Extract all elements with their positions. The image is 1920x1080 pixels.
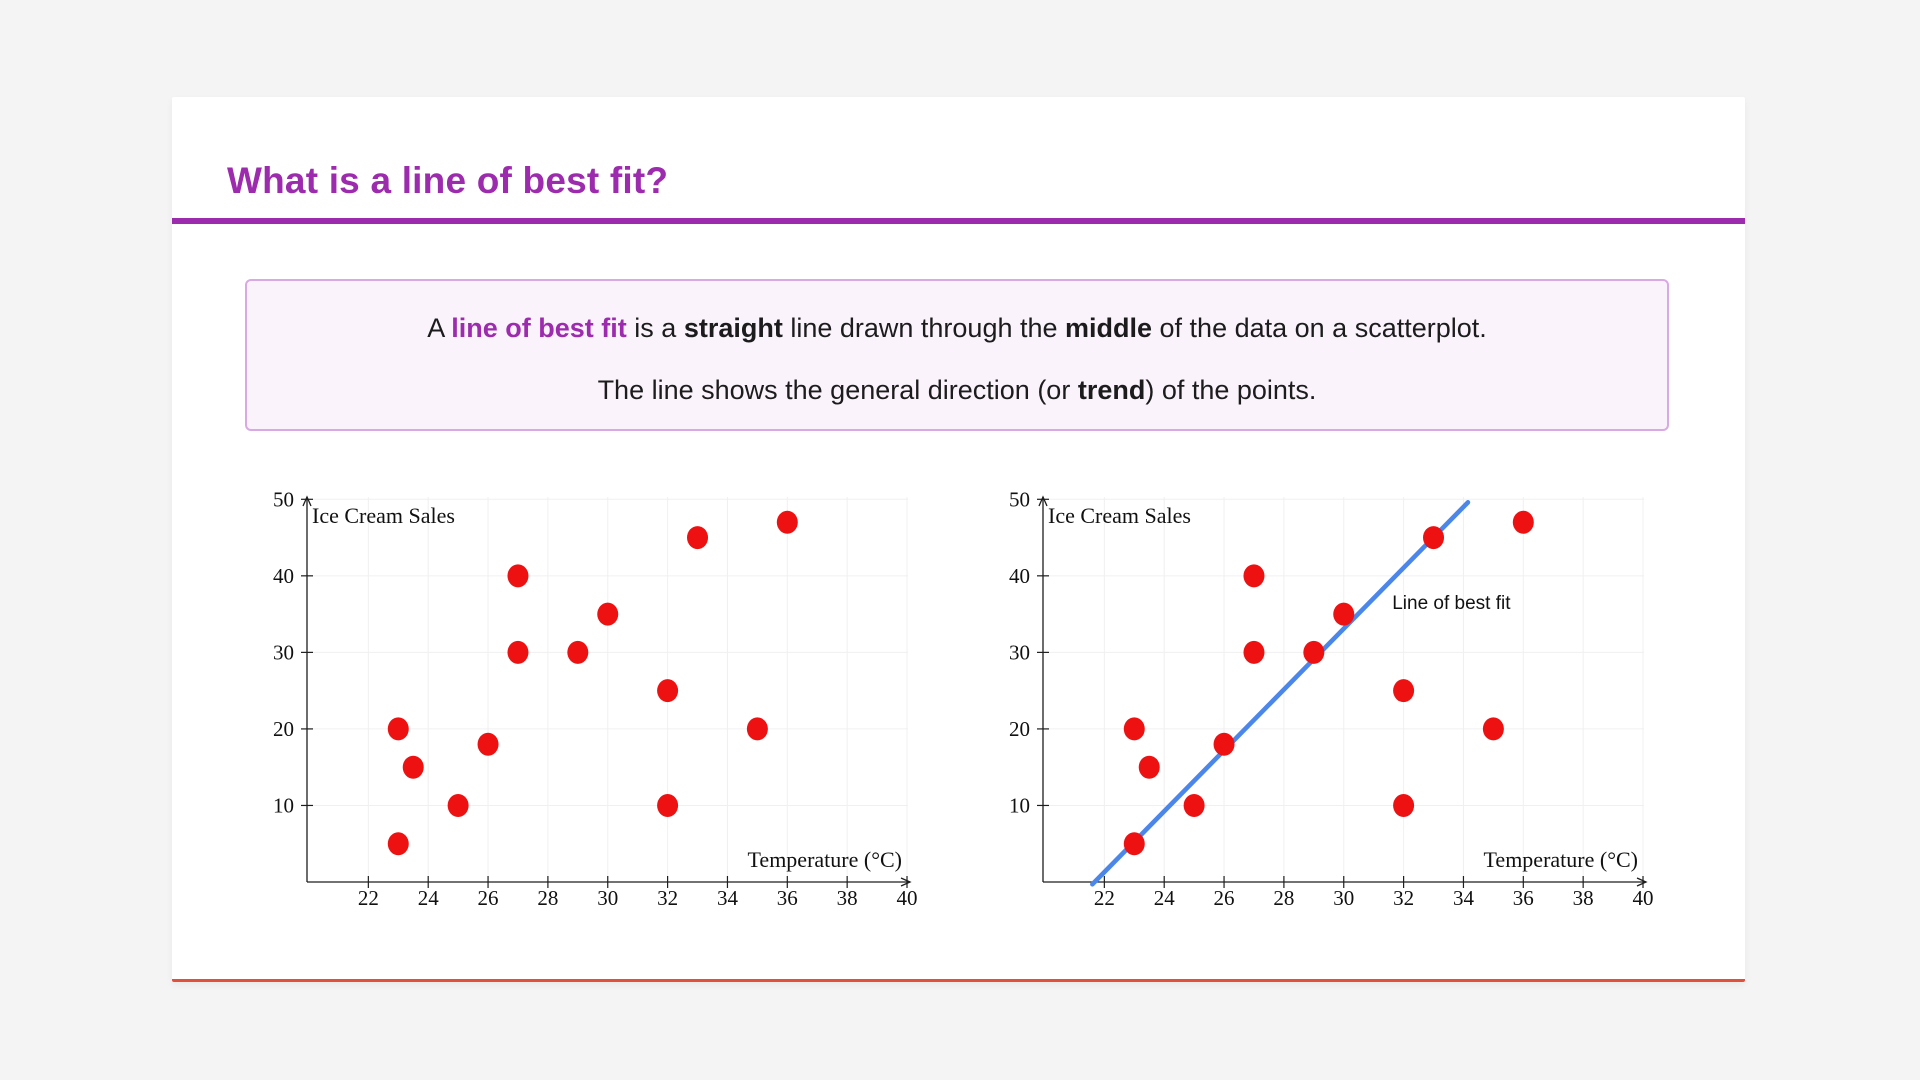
x-tick-label: 32 — [657, 886, 678, 910]
trend-line — [1090, 500, 1471, 887]
body-text: of the data on a scatterplot. — [1152, 313, 1487, 343]
x-tick-label: 34 — [717, 886, 739, 910]
x-tick-label: 40 — [897, 886, 918, 910]
y-tick-label: 20 — [273, 717, 294, 741]
body-text: ) of the points. — [1145, 375, 1317, 405]
x-tick-label: 24 — [1154, 886, 1176, 910]
data-point — [1303, 640, 1325, 664]
data-point — [1393, 793, 1415, 817]
y-tick-label: 50 — [1009, 487, 1030, 511]
title-divider — [172, 218, 1745, 224]
data-point — [387, 832, 409, 856]
y-axis-title: Ice Cream Sales — [312, 503, 455, 528]
emphasis-text: straight — [683, 313, 783, 343]
x-tick-label: 26 — [1214, 886, 1235, 910]
definition-box: A line of best fit is a straight line dr… — [245, 279, 1669, 431]
x-tick-label: 30 — [1333, 886, 1354, 910]
data-point — [657, 793, 679, 817]
x-tick-label: 22 — [358, 886, 379, 910]
data-point — [387, 717, 409, 741]
x-tick-label: 34 — [1453, 886, 1475, 910]
y-tick-label: 50 — [273, 487, 294, 511]
body-text: A — [427, 313, 452, 343]
data-point — [1423, 526, 1445, 550]
page-title: What is a line of best fit? — [227, 159, 669, 201]
data-point — [477, 732, 499, 756]
scatterplot-without-line: 22 24 26 28 30 32 34 36 38 40 10 20 30 40 50 Ice Cream … — [273, 487, 918, 910]
data-point — [1512, 510, 1534, 534]
data-point — [1183, 793, 1205, 817]
data-point — [1333, 602, 1355, 626]
data-point — [1213, 732, 1235, 756]
data-point — [776, 510, 798, 534]
data-point — [507, 564, 529, 588]
scatterplot-with-line-of-best-fit: 22 24 26 28 30 32 34 36 38 40 10 20 30 40 50 Ice Cream … — [1009, 487, 1654, 910]
body-text: line drawn through the — [782, 313, 1066, 343]
body-text: is a — [626, 313, 684, 343]
data-point — [1243, 564, 1265, 588]
emphasis-text: middle — [1065, 313, 1153, 343]
x-axis-arrow-icon — [900, 877, 912, 887]
x-axis-title: Temperature (°C) — [748, 847, 902, 872]
x-tick-label: 36 — [777, 886, 798, 910]
y-axis-arrow-icon — [302, 495, 312, 507]
data-point — [746, 717, 768, 741]
y-tick-label: 20 — [1009, 717, 1030, 741]
y-tick-label: 10 — [1009, 793, 1030, 817]
x-tick-label: 38 — [837, 886, 858, 910]
body-text: The line shows the general direction (or — [597, 375, 1078, 405]
data-point — [1123, 717, 1145, 741]
data-point — [597, 602, 619, 626]
x-tick-label: 30 — [597, 886, 618, 910]
data-point — [1138, 755, 1160, 779]
y-tick-label: 30 — [273, 640, 294, 664]
y-tick-label: 30 — [1009, 640, 1030, 664]
content-card: What is a line of best fit? A line of be… — [172, 97, 1745, 982]
x-tick-label: 26 — [478, 886, 499, 910]
data-point — [447, 793, 469, 817]
x-tick-label: 28 — [1273, 886, 1294, 910]
x-axis-title: Temperature (°C) — [1484, 847, 1638, 872]
x-tick-label: 40 — [1633, 886, 1654, 910]
data-point — [687, 526, 709, 550]
x-tick-label: 28 — [537, 886, 558, 910]
trend-line-label: Line of best fit — [1392, 593, 1511, 614]
data-point — [1243, 640, 1265, 664]
y-axis-arrow-icon — [1038, 495, 1048, 507]
data-point — [507, 640, 529, 664]
definition-line-2: The line shows the general direction (or… — [598, 372, 1317, 408]
x-tick-label: 36 — [1513, 886, 1534, 910]
data-point — [567, 640, 589, 664]
data-point — [1393, 679, 1415, 703]
data-point — [402, 755, 424, 779]
y-tick-label: 10 — [273, 793, 294, 817]
data-point — [657, 679, 679, 703]
data-point — [1123, 832, 1145, 856]
x-axis-arrow-icon — [1636, 877, 1648, 887]
data-point — [1482, 717, 1504, 741]
x-tick-label: 22 — [1094, 886, 1115, 910]
emphasis-text: line of best fit — [451, 313, 627, 343]
x-tick-label: 38 — [1573, 886, 1594, 910]
x-tick-label: 32 — [1393, 886, 1414, 910]
x-tick-label: 24 — [418, 886, 440, 910]
definition-line-1: A line of best fit is a straight line dr… — [427, 310, 1487, 346]
y-tick-label: 40 — [1009, 564, 1030, 588]
y-axis-title: Ice Cream Sales — [1048, 503, 1191, 528]
y-tick-label: 40 — [273, 564, 294, 588]
emphasis-text: trend — [1077, 375, 1146, 405]
